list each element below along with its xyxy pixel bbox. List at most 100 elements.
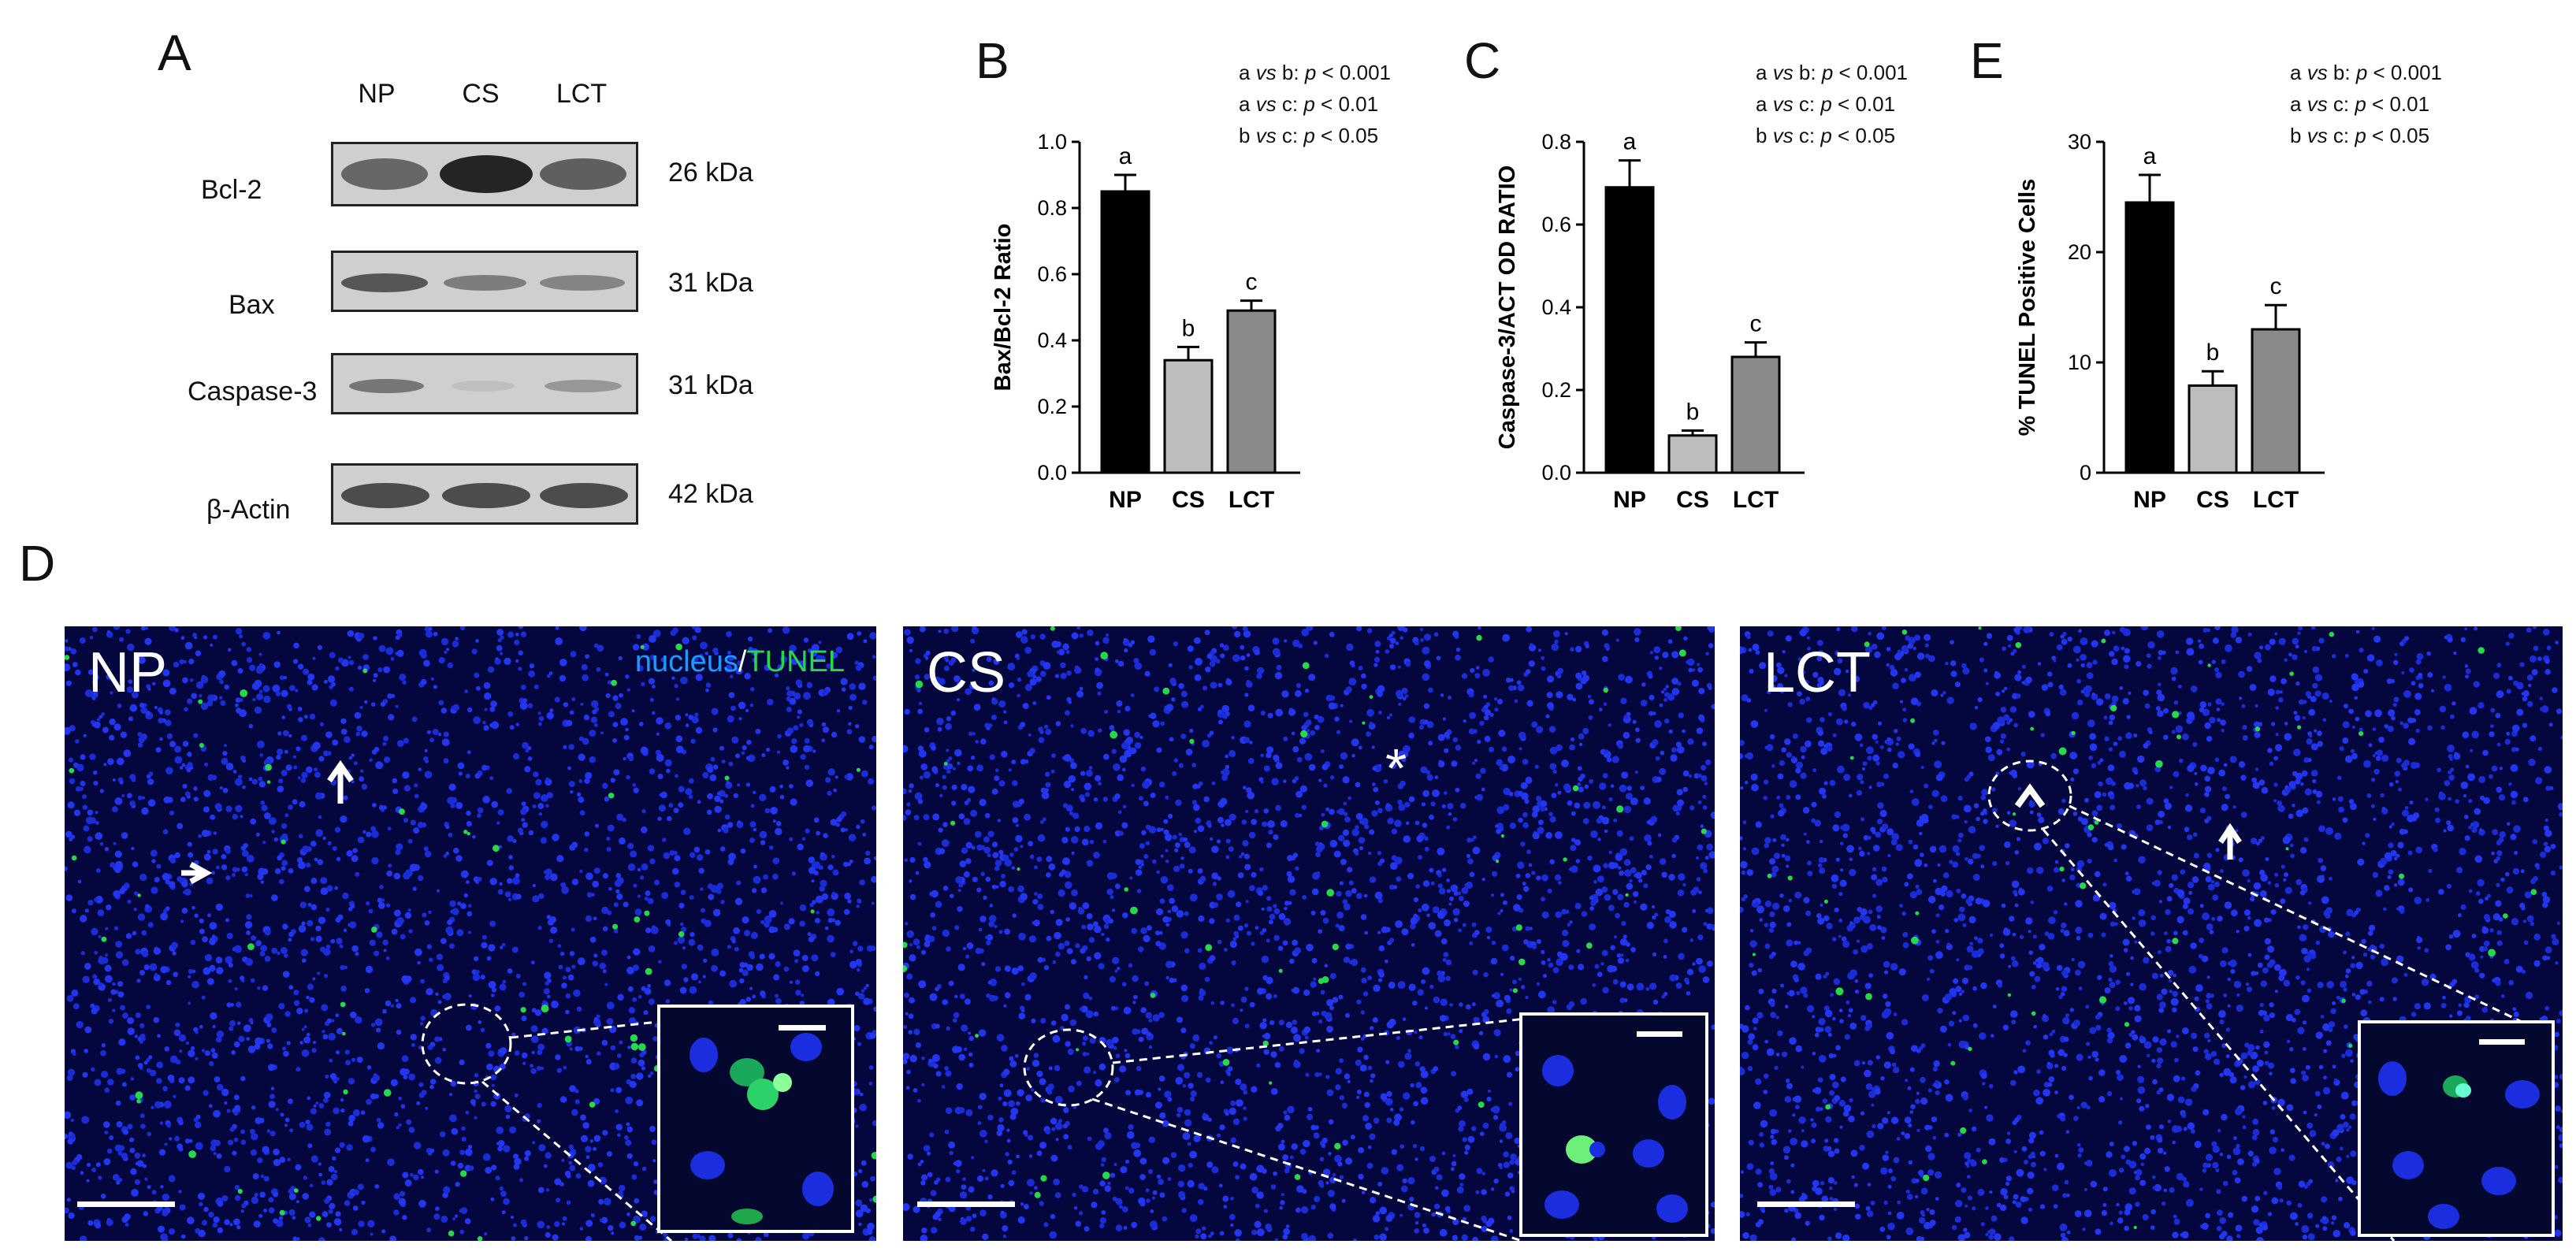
band [444,275,526,291]
significance-letter: b [1686,399,1700,425]
highlight-circle [1987,759,2072,832]
y-tick-label: 0.2 [1541,378,1571,402]
significance-letter: c [1246,269,1258,295]
panel-letter-a: A [158,24,191,81]
bar [1163,358,1214,474]
panel-letter-c: C [1464,32,1501,89]
zoom-guide-line [2069,804,2552,1038]
kda-label-bax: 31 kDa [668,268,753,298]
blot-label-actin: β-Actin [206,495,291,525]
bar-chart-bax-bcl2: 0.0 0.2 0.4 0.6 0.8 1.0 Bax/Bcl-2 Ratio a NP b CS c… [991,130,1300,513]
significance-letter: c [1750,311,1762,337]
micrograph-lct: LCT [1740,626,2563,1241]
scale-bar [779,1025,826,1031]
kda-label-actin: 42 kDa [668,479,753,509]
y-tick-label: 0 [2080,461,2091,485]
y-tick-label: 20 [2068,240,2091,264]
x-tick-label: CS [2196,487,2229,513]
blot-strip-actin [331,463,638,525]
blot-label-bax: Bax [229,290,275,320]
lane-label-cs: CS [462,79,500,109]
band [452,381,515,392]
significance-letter: b [1182,315,1195,341]
y-axis-label: % TUNEL Positive Cells [2015,179,2040,436]
legend-separator: / [738,645,747,678]
y-tick-label: 0.8 [1037,196,1067,220]
bar [1226,309,1277,474]
x-tick-label: LCT [1733,487,1779,513]
zoom-guide-line [2042,829,2396,1241]
zoom-guide-line [481,1080,672,1241]
blot-strip-bax [331,251,638,312]
band [341,483,429,508]
y-tick-label: 0.0 [1541,461,1571,485]
y-axis-label: Bax/Bcl-2 Ratio [991,224,1016,392]
bar-chart-tunel: 0 10 20 30 % TUNEL Positive Cells a NP b CS c LCT [2015,130,2325,513]
x-tick-label: LCT [2253,487,2299,513]
stats-annotation-e: a vs b: p < 0.001 a vs c: p < 0.01 b vs … [2290,61,2442,147]
micrograph-label: CS [927,641,1006,704]
legend-nucleus: nucleus [634,645,738,678]
x-tick-label: NP [1613,487,1646,513]
highlight-circle [1023,1028,1114,1107]
arrow-marker-icon [327,759,354,804]
y-tick-label: 0.6 [1541,213,1571,236]
scale-bar [1637,1031,1682,1037]
band [540,483,628,508]
blot-label-caspase3: Caspase-3 [188,377,318,407]
scale-bar [77,1201,175,1207]
bar [2124,201,2175,474]
y-tick-label: 0.4 [1037,329,1067,352]
x-tick-label: CS [1676,487,1709,513]
y-tick-label: 10 [2068,351,2091,374]
bar [1100,190,1150,474]
arrow-marker-icon [2218,823,2242,860]
bar [2188,384,2238,474]
band [440,155,533,193]
significance-letter: a [1623,129,1637,155]
panel-letter-b: B [976,32,1009,89]
x-tick-label: CS [1172,487,1205,513]
y-tick-label: 30 [2068,130,2091,154]
significance-letter: a [1119,143,1132,169]
highlight-circle [421,1003,512,1085]
arrow-marker-icon [181,861,213,885]
band [341,158,428,190]
y-tick-label: 0.2 [1037,395,1067,418]
zoom-inset [1519,1012,1708,1237]
y-tick-label: 0.0 [1037,461,1067,485]
blot-strip-bcl2 [331,142,638,206]
scale-bar [1757,1201,1855,1207]
legend-tunel: TUNEL [746,645,845,678]
x-tick-label: NP [1109,487,1142,513]
band [540,275,625,291]
lane-label-np: NP [358,79,396,109]
x-tick-label: NP [2133,487,2166,513]
asterisk-marker: * [1385,737,1407,799]
x-tick-label: LCT [1229,487,1274,513]
micrograph-np: NP nucleus/TUNEL [65,626,876,1241]
zoom-guide-line [1112,1017,1526,1064]
significance-letter: a [2143,143,2157,169]
zoom-inset [657,1005,854,1233]
bar [1730,355,1781,474]
kda-label-bcl2: 26 kDa [668,158,753,188]
y-axis-label: Caspase-3/ACT OD RATIO [1495,165,1520,449]
chevron-up-icon [2014,783,2046,808]
panel-letter-d: D [19,535,56,592]
panel-letter-e: E [1970,32,2004,89]
zoom-guide-line [1091,1097,1522,1241]
significance-letter: b [2206,340,2220,366]
zoom-inset [2358,1020,2555,1237]
bar-chart-caspase3: 0.0 0.2 0.4 0.6 0.8 Caspase-3/ACT OD RATIO a NP… [1495,129,1805,513]
y-tick-label: 0.6 [1037,262,1067,286]
blot-label-bcl2: Bcl-2 [201,175,262,205]
micrograph-label: LCT [1764,641,1872,704]
scale-bar [2479,1039,2525,1045]
bar [2251,328,2301,474]
y-tick-label: 1.0 [1037,130,1067,154]
band [349,379,424,393]
y-tick-label: 0.4 [1541,295,1571,319]
band [341,273,428,292]
band [442,483,530,508]
